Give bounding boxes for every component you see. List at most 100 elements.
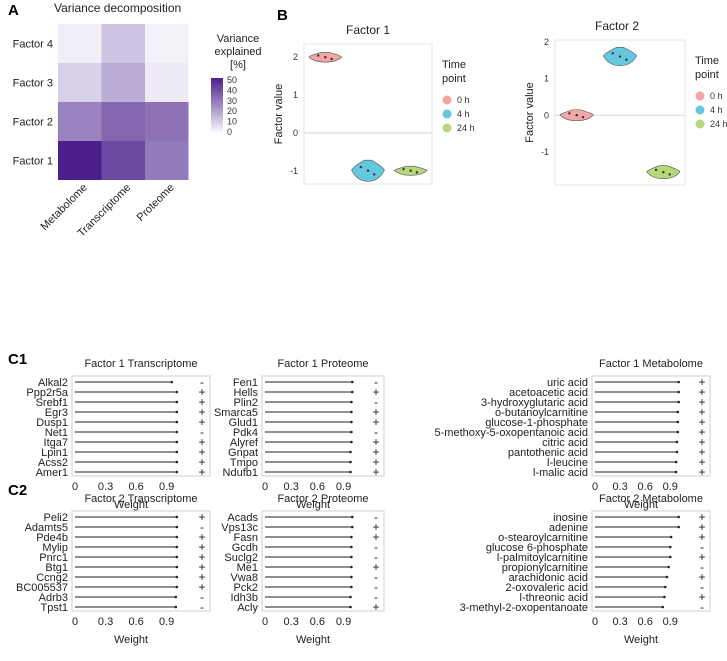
weight-point	[677, 515, 680, 519]
weight-sign: +	[372, 560, 379, 574]
feature-label: Acly	[237, 602, 258, 614]
weight-point	[668, 545, 672, 549]
feature-label: Tpst1	[40, 602, 68, 614]
feature-label: l-leucine	[547, 457, 588, 469]
weight-sign: +	[372, 520, 379, 534]
feature-label: Srebf1	[36, 397, 68, 409]
panel-title: Factor 1 Proteome	[277, 358, 368, 370]
violin-point	[575, 114, 578, 117]
legend-title: Time	[442, 59, 466, 71]
feature-label: Vps13c	[221, 522, 258, 534]
heatmap-cells	[58, 24, 189, 180]
weight-point	[349, 460, 352, 464]
legend-swatch-1	[695, 105, 705, 115]
feature-label: citric acid	[542, 437, 588, 449]
violin-point	[415, 171, 419, 174]
feature-label: l-malic acid	[533, 467, 588, 479]
weight-point	[350, 535, 353, 539]
weight-point	[674, 470, 678, 474]
weight-sign: +	[698, 590, 705, 604]
legend-swatch-1	[442, 109, 452, 119]
weight-sign: +	[372, 600, 379, 614]
weight-sign: +	[198, 465, 205, 479]
x-axis-label: Weight	[624, 499, 658, 511]
weight-sign: -	[200, 520, 204, 534]
feature-label: Mylip	[42, 542, 68, 554]
weight-point	[674, 460, 678, 464]
violin-point	[618, 55, 622, 58]
weight-point	[349, 470, 352, 474]
feature-label: BC005537	[16, 582, 68, 594]
weight-point	[175, 390, 179, 394]
weight-point	[669, 535, 673, 539]
legend-title: explained	[214, 46, 261, 58]
weight-point	[175, 460, 179, 464]
feature-label: glucose 6-phosphate	[486, 542, 588, 554]
weight-sign: +	[372, 445, 379, 459]
weight-sign: +	[698, 465, 705, 479]
weight-point	[677, 390, 680, 394]
feature-label: Btg1	[45, 562, 68, 574]
feature-label: Lpin1	[41, 447, 68, 459]
y-tick-label: 0	[544, 110, 549, 120]
weight-sign: -	[374, 590, 378, 604]
weight-sign: -	[700, 540, 704, 554]
weight-sign: +	[198, 415, 205, 429]
weight-sign: -	[200, 375, 204, 389]
weight-point	[170, 380, 174, 384]
feature-label: Suclg2	[224, 552, 258, 564]
weight-point	[350, 525, 354, 529]
heatmap-row-label: Factor 1	[13, 156, 53, 168]
weight-sign: +	[698, 455, 705, 469]
x-tick-label: 0.9	[336, 616, 351, 628]
feature-label: Fen1	[233, 377, 258, 389]
weight-point	[175, 400, 179, 404]
x-tick-label: 0	[262, 481, 268, 493]
weight-sign: +	[698, 510, 705, 524]
legend-title: point	[442, 73, 466, 85]
legend-tick-label: 30	[227, 96, 237, 106]
panel-title: Factor 1 Metabolome	[599, 358, 703, 370]
weight-point	[350, 420, 353, 424]
weight-sign: -	[374, 395, 378, 409]
weight-sign: +	[698, 550, 705, 564]
heatmap-column-label: Proteome	[135, 182, 177, 224]
x-tick-label: 0.3	[98, 616, 113, 628]
feature-label: 3-hydroxyglutaric acid	[481, 397, 588, 409]
weight-point	[175, 430, 179, 434]
weight-sign: +	[698, 425, 705, 439]
feature-label: Idh3b	[230, 592, 258, 604]
weight-point	[175, 410, 179, 414]
weight-sign: +	[698, 415, 705, 429]
weight-point	[350, 380, 354, 384]
weight-point	[663, 595, 666, 599]
weight-point	[675, 440, 679, 444]
y-tick-label: 2	[544, 37, 549, 47]
weight-sign: +	[198, 435, 205, 449]
weight-sign: +	[198, 570, 205, 584]
weight-point	[663, 585, 667, 589]
feature-label: Pde4b	[36, 532, 68, 544]
heatmap-cell	[101, 24, 145, 63]
feature-label: Hells	[234, 387, 259, 399]
y-tick-label: 1	[544, 74, 549, 84]
feature-label: Pdk4	[233, 427, 258, 439]
weight-point	[350, 555, 353, 559]
weight-point	[667, 565, 670, 569]
feature-label: Peli2	[44, 512, 68, 524]
weights-factor-2-metabolome: Factor 2 Metabolome inosine + adenine + o-ste…	[460, 493, 711, 646]
x-tick-label: 0	[592, 616, 598, 628]
weights-factor-2-proteome: Factor 2 Proteome Acads - Vps13c + Fasn + Gcdh -…	[221, 493, 385, 646]
x-tick-label: 0	[262, 616, 268, 628]
violin-plot-factor-2: Factor 2 2 1 0 -1 Factor value Time point 0 h 4 h…	[524, 19, 727, 186]
weight-point	[350, 565, 353, 569]
heatmap-cell	[145, 63, 189, 102]
weight-point	[350, 400, 353, 404]
weight-point	[175, 525, 179, 529]
feature-label: Amer1	[36, 467, 68, 479]
legend-label: 4 h	[457, 109, 470, 119]
weight-point	[174, 605, 178, 609]
weight-sign: -	[700, 560, 704, 574]
x-tick-label: 0.9	[159, 616, 174, 628]
weight-sign: +	[698, 520, 705, 534]
